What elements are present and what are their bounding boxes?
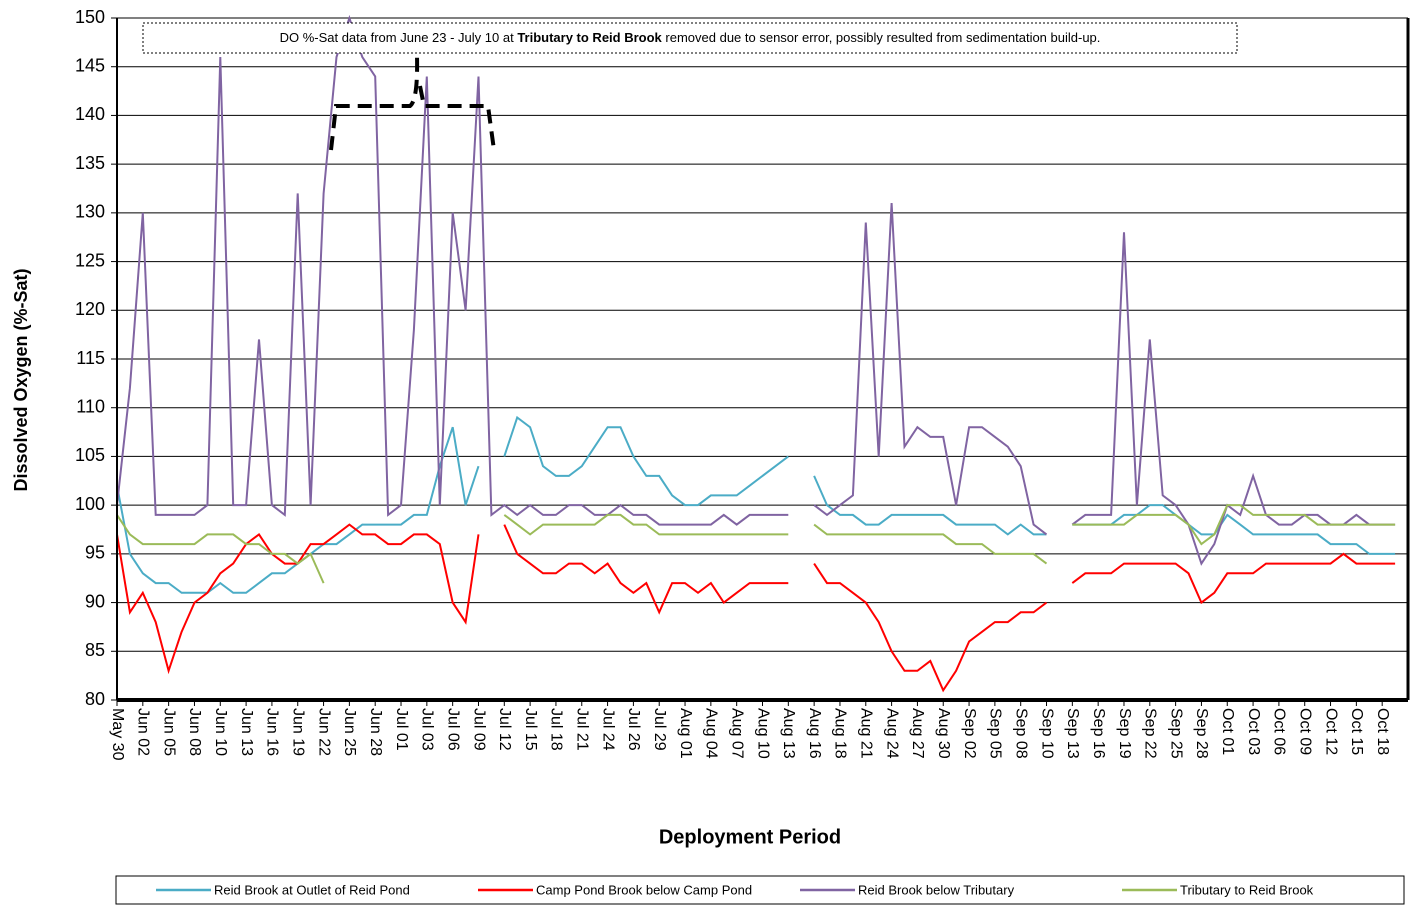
x-tick-label: Sep 05	[987, 708, 1004, 759]
x-tick-label: Sep 19	[1116, 708, 1133, 759]
x-tick-label: Oct 12	[1322, 708, 1339, 755]
y-axis-title: Dissolved Oxygen (%-Sat)	[11, 268, 31, 491]
y-tick-label: 80	[85, 689, 105, 709]
x-tick-label: Jul 29	[651, 708, 668, 751]
x-tick-label: Jul 18	[548, 708, 565, 751]
x-tick-label: Jul 26	[625, 708, 642, 751]
y-tick-label: 120	[75, 299, 105, 319]
x-tick-label: Aug 13	[780, 708, 797, 759]
series-line	[503, 415, 789, 507]
series-line	[813, 563, 1048, 693]
x-tick-label: Sep 13	[1064, 708, 1081, 759]
y-tick-label: 130	[75, 202, 105, 222]
x-tick-label: Jun 19	[290, 708, 307, 756]
series-line	[1072, 504, 1396, 546]
series-line	[503, 524, 789, 615]
legend-label: Reid Brook below Tributary	[858, 882, 1015, 897]
legend-label: Camp Pond Brook below Camp Pond	[536, 882, 752, 897]
y-tick-label: 90	[85, 591, 105, 611]
x-tick-label: Jul 01	[393, 708, 410, 751]
x-tick-label: Aug 16	[806, 708, 823, 759]
x-tick-label: Aug 07	[728, 708, 745, 759]
x-tick-label: Oct 06	[1271, 708, 1288, 755]
series-line	[813, 203, 1048, 536]
x-tick-label: Jul 03	[419, 708, 436, 751]
annotation: DO %-Sat data from June 23 - July 10 at …	[280, 30, 1101, 45]
x-tick-label: Sep 10	[1038, 708, 1055, 759]
x-tick-label: Aug 10	[754, 708, 771, 759]
legend-box	[115, 875, 1405, 905]
x-tick-label: Jun 05	[160, 708, 177, 756]
x-tick-label: Oct 18	[1374, 708, 1391, 755]
series-line	[813, 475, 1047, 536]
x-tick-label: Jun 10	[212, 708, 229, 756]
series-line	[1072, 504, 1396, 555]
x-tick-label: Aug 04	[703, 708, 720, 759]
x-tick-label: Jun 13	[238, 708, 255, 756]
x-tick-label: Jun 22	[315, 708, 332, 756]
x-tick-label: Jul 06	[444, 708, 461, 751]
x-tick-label: Aug 27	[909, 708, 926, 759]
x-tick-label: Sep 28	[1193, 708, 1210, 759]
series-line	[503, 513, 789, 536]
y-tick-label: 140	[75, 104, 105, 124]
x-tick-label: Jun 16	[264, 708, 281, 756]
series-line	[116, 14, 789, 526]
x-tick-label: Oct 09	[1296, 708, 1313, 755]
legend-label: Reid Brook at Outlet of Reid Pond	[214, 882, 410, 897]
y-tick-label: 105	[75, 445, 105, 465]
plot-area: 80 85 90 95 100 105 110 115 120 125 130 135 140 145 15…	[75, 7, 1410, 761]
x-tick-label: May 30	[109, 708, 126, 761]
x-tick-label: Jul 15	[522, 708, 539, 751]
annotation-text: removed due to sensor error, possibly re…	[662, 30, 1101, 45]
series-line	[813, 523, 1048, 565]
y-tick-label: 100	[75, 494, 105, 514]
x-tick-label: Jun 02	[135, 708, 152, 756]
x-tick-label: Aug 18	[832, 708, 849, 759]
legend-label: Tributary to Reid Brook	[1180, 882, 1314, 897]
y-tick-label: 150	[75, 7, 105, 27]
x-tick-label: Aug 24	[883, 708, 900, 759]
annotation-text: DO %-Sat data from June 23 - July 10 at	[280, 30, 518, 45]
x-tick-label: Oct 03	[1245, 708, 1262, 755]
annotation-bold: Tributary to Reid Brook	[517, 30, 662, 45]
x-tick-label: Jul 12	[496, 708, 513, 751]
x-tick-label: Jun 08	[186, 708, 203, 756]
y-tick-label: 85	[85, 640, 105, 660]
annotation-box	[142, 22, 1238, 54]
x-tick-label: Sep 22	[1142, 708, 1159, 759]
x-tick-label: Sep 08	[1012, 708, 1029, 759]
x-tick-label: Jul 24	[599, 708, 616, 751]
series-line	[1071, 552, 1396, 605]
x-tick-label: Jun 28	[367, 708, 384, 756]
series-line	[116, 514, 325, 584]
x-tick-label: Sep 25	[1167, 708, 1184, 759]
x-tick-label: Jun 25	[341, 708, 358, 756]
bracket	[329, 55, 496, 151]
x-tick-label: Sep 02	[961, 708, 978, 759]
y-tick-label: 95	[85, 543, 105, 563]
x-tick-label: Sep 16	[1090, 708, 1107, 759]
x-axis-title: Deployment Period	[659, 826, 841, 848]
y-tick-label: 115	[76, 348, 105, 368]
x-tick-label: Oct 15	[1348, 708, 1365, 755]
x-tick-label: Oct 01	[1219, 708, 1236, 755]
x-tick-label: Jul 21	[574, 708, 591, 751]
y-tick-label: 145	[75, 55, 105, 75]
x-tick-label: Aug 30	[935, 708, 952, 759]
y-tick-label: 110	[76, 396, 105, 416]
x-tick-label: Aug 01	[677, 708, 694, 759]
x-tick-label: Jul 09	[470, 708, 487, 751]
y-tick-label: 125	[75, 250, 105, 270]
x-tick-label: Aug 21	[858, 708, 875, 759]
y-tick-label: 135	[75, 153, 105, 173]
